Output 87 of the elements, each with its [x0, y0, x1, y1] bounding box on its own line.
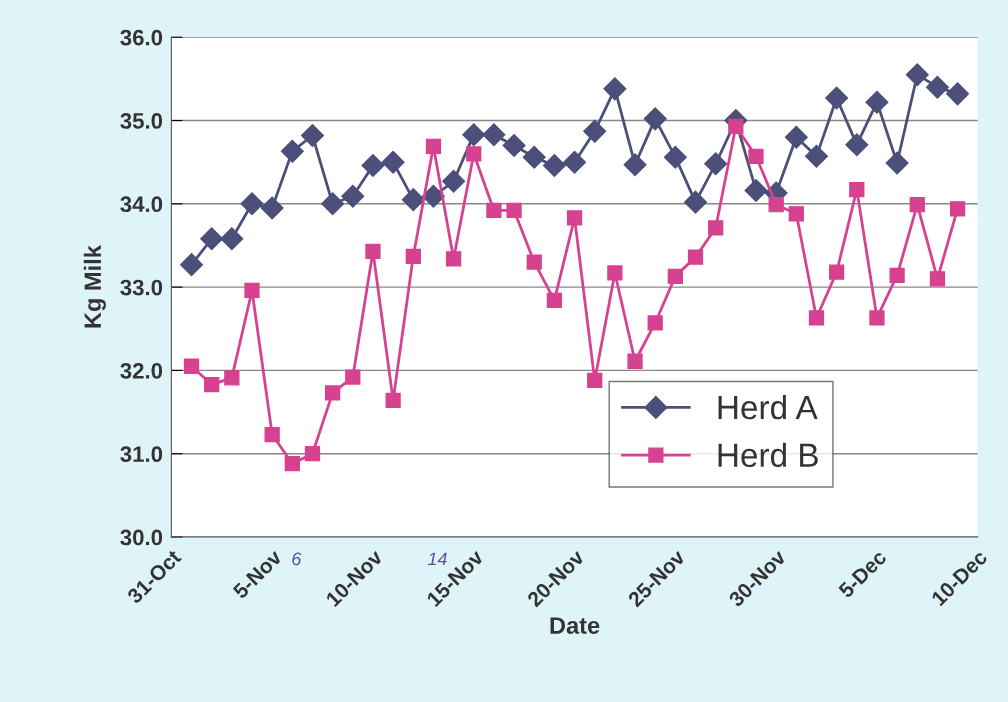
point [889, 267, 905, 284]
point [365, 243, 381, 259]
point [280, 139, 304, 163]
point [623, 153, 647, 177]
point [204, 376, 220, 393]
point [663, 145, 687, 169]
point [405, 248, 421, 264]
point [825, 86, 849, 110]
point [905, 63, 929, 87]
y-tick-label: 36.0 [120, 29, 163, 46]
point [587, 372, 603, 389]
legend-label: Herd B [718, 442, 818, 468]
y-tick-label: 32.0 [120, 362, 163, 379]
point [563, 150, 587, 174]
point [284, 456, 300, 472]
point [486, 202, 502, 219]
point [466, 146, 482, 162]
point [784, 125, 808, 149]
point [385, 392, 401, 409]
point [744, 178, 768, 202]
point [183, 358, 200, 374]
point [949, 201, 966, 217]
point [849, 182, 865, 198]
point [808, 310, 825, 326]
y-tick-label: 33.0 [120, 279, 163, 296]
point [647, 315, 663, 331]
point [748, 148, 764, 164]
point [345, 369, 361, 385]
point [325, 385, 341, 401]
point [603, 77, 627, 101]
point [704, 152, 728, 176]
x-axis-title: Date [550, 617, 600, 634]
point [341, 184, 365, 208]
point [865, 90, 889, 114]
point [445, 251, 462, 267]
point [264, 426, 280, 443]
point [180, 253, 204, 277]
point [220, 227, 244, 251]
point [728, 118, 744, 134]
point [925, 75, 949, 99]
point [708, 220, 724, 236]
point [643, 107, 667, 131]
point [224, 370, 240, 386]
point [829, 264, 845, 280]
y-tick-label: 30.0 [120, 529, 163, 546]
y-axis-title: Kg Milk [83, 245, 106, 328]
point [804, 144, 828, 168]
point [361, 153, 385, 177]
point [321, 192, 345, 216]
point [442, 169, 466, 193]
point [885, 151, 909, 175]
point [240, 192, 264, 216]
point [401, 188, 425, 212]
point [522, 145, 546, 169]
point [546, 292, 563, 309]
point [462, 123, 486, 147]
text: 6 [292, 552, 302, 566]
point [300, 124, 324, 148]
point [381, 150, 405, 174]
point [583, 119, 607, 143]
point [909, 197, 925, 213]
point [687, 249, 704, 265]
point [506, 202, 522, 219]
point [425, 138, 442, 154]
point [869, 310, 885, 326]
point [260, 196, 284, 220]
point [627, 353, 643, 369]
point [946, 82, 970, 106]
point [482, 123, 506, 147]
point [200, 227, 224, 251]
point [845, 133, 869, 157]
point [768, 197, 784, 213]
y-tick-label: 35.0 [120, 113, 163, 129]
point [566, 210, 583, 226]
point [607, 265, 623, 281]
point [244, 282, 260, 299]
point [929, 271, 946, 287]
point [667, 268, 683, 284]
point [304, 446, 321, 462]
y-tick-label: 31.0 [120, 446, 163, 463]
point [542, 153, 566, 177]
point [526, 254, 542, 270]
point [684, 190, 708, 214]
point [502, 134, 526, 157]
y-tick-label: 34.0 [120, 196, 163, 213]
legend-label: Herd A [718, 394, 818, 420]
point [788, 206, 804, 222]
